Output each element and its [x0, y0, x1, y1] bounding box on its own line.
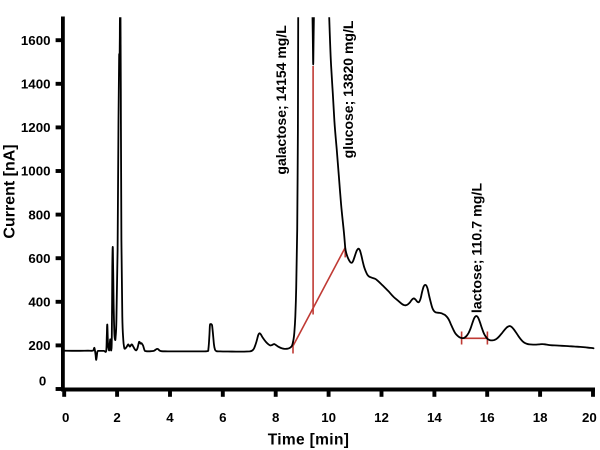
svg-text:800: 800	[28, 207, 50, 222]
svg-text:2: 2	[113, 410, 120, 425]
svg-text:Time [min]: Time [min]	[268, 432, 350, 449]
svg-text:1400: 1400	[21, 77, 51, 92]
svg-text:14: 14	[427, 410, 442, 425]
svg-text:galactose; 14154 mg/L: galactose; 14154 mg/L	[273, 25, 289, 175]
svg-text:8: 8	[272, 410, 279, 425]
svg-text:200: 200	[28, 338, 50, 353]
svg-text:12: 12	[374, 410, 389, 425]
svg-text:1200: 1200	[21, 120, 51, 135]
svg-text:600: 600	[28, 251, 50, 266]
svg-text:0: 0	[62, 410, 69, 425]
svg-text:6: 6	[219, 410, 226, 425]
svg-text:0: 0	[39, 373, 46, 388]
svg-text:1600: 1600	[21, 33, 51, 48]
svg-text:16: 16	[480, 410, 495, 425]
svg-text:Current [nA]: Current [nA]	[2, 144, 19, 238]
svg-text:10: 10	[321, 410, 336, 425]
svg-text:4: 4	[166, 410, 174, 425]
svg-text:18: 18	[533, 410, 548, 425]
svg-text:lactose; 110.7 mg/L: lactose; 110.7 mg/L	[470, 183, 486, 313]
svg-text:20: 20	[582, 410, 597, 425]
svg-text:glucose; 13820 mg/L: glucose; 13820 mg/L	[340, 20, 356, 158]
svg-text:1000: 1000	[21, 164, 51, 179]
svg-text:400: 400	[28, 295, 50, 310]
